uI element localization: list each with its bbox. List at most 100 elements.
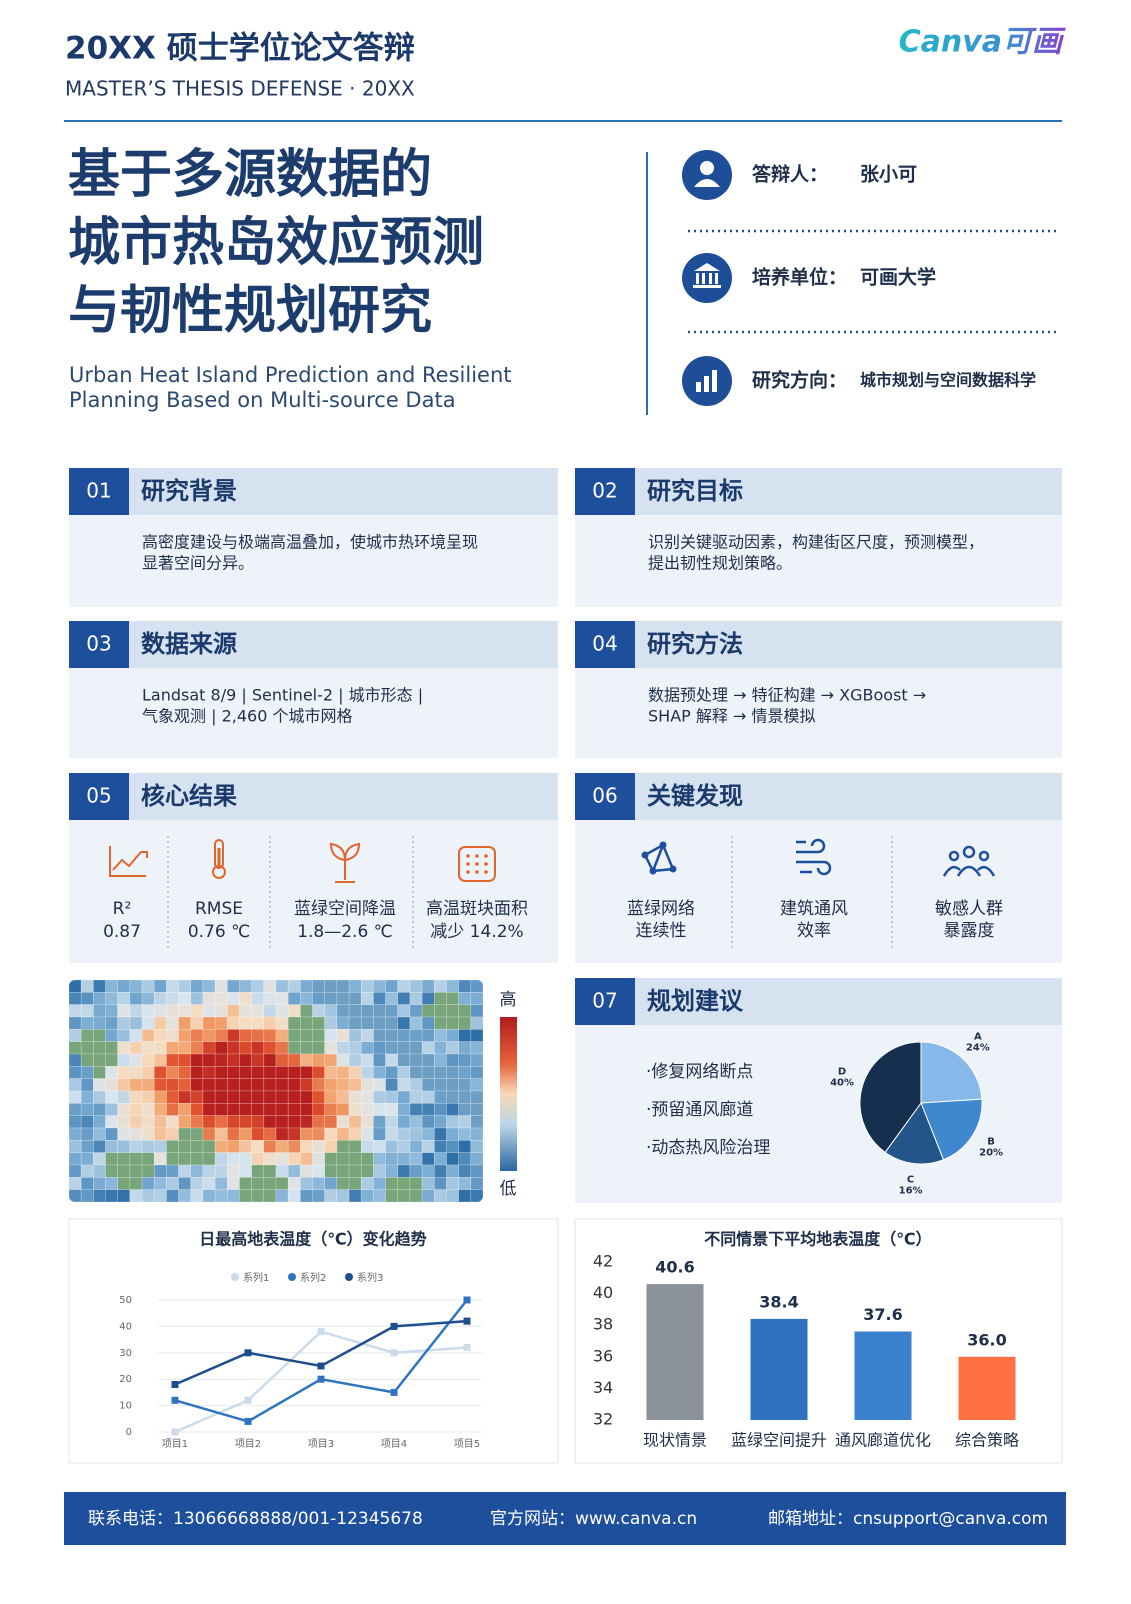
heat-cell bbox=[421, 992, 435, 1005]
result-icon bbox=[212, 839, 226, 879]
heat-cell bbox=[105, 1016, 119, 1030]
heat-cell bbox=[300, 1090, 313, 1104]
heat-cell bbox=[117, 1127, 131, 1141]
pie-category: C bbox=[907, 1174, 914, 1185]
heat-cell bbox=[373, 1090, 386, 1104]
heat-cell bbox=[458, 1164, 472, 1178]
heat-cell bbox=[178, 1090, 192, 1104]
pie-category: A bbox=[974, 1031, 982, 1042]
heat-cell bbox=[397, 1016, 411, 1030]
heat-cell bbox=[300, 1115, 313, 1129]
result-label: 高温斑块面积 bbox=[426, 899, 528, 919]
heat-cell bbox=[458, 1103, 472, 1116]
heat-cell bbox=[69, 1189, 82, 1202]
heat-cell bbox=[409, 1066, 423, 1079]
heat-cell bbox=[458, 1016, 472, 1030]
heat-legend-high: 高 bbox=[500, 990, 517, 1010]
heat-cell bbox=[348, 1041, 362, 1055]
heat-cell bbox=[348, 1029, 362, 1042]
heat-cell bbox=[129, 1016, 143, 1030]
heat-cell bbox=[239, 1090, 252, 1104]
heat-cell bbox=[239, 1078, 252, 1092]
heat-cell bbox=[336, 1140, 350, 1153]
heat-cell bbox=[409, 1090, 423, 1104]
line-marker bbox=[244, 1349, 252, 1357]
heat-cell bbox=[239, 992, 252, 1005]
heat-cell bbox=[178, 1140, 192, 1153]
y-tick-label: 50 bbox=[119, 1295, 132, 1306]
heat-cell bbox=[458, 1041, 472, 1055]
heat-cell bbox=[446, 1053, 459, 1067]
heat-cell bbox=[360, 1103, 374, 1116]
section-number: 07 bbox=[592, 989, 617, 1013]
heat-cell bbox=[446, 1189, 459, 1202]
heat-cell bbox=[458, 1189, 472, 1202]
heat-cell bbox=[385, 1041, 399, 1055]
x-tick-label: 项目4 bbox=[381, 1438, 407, 1450]
heat-cell bbox=[360, 980, 374, 993]
heat-cell bbox=[117, 1053, 131, 1067]
heat-cell bbox=[275, 1103, 289, 1116]
section-header bbox=[575, 468, 1062, 515]
pie-category: D bbox=[838, 1066, 846, 1077]
heat-cell bbox=[385, 980, 399, 993]
section-header bbox=[69, 468, 558, 515]
section-title: 研究方法 bbox=[647, 630, 743, 658]
heat-cell bbox=[214, 1103, 228, 1116]
heat-cell bbox=[93, 1140, 106, 1153]
heat-cell bbox=[226, 1053, 240, 1067]
heat-cell bbox=[263, 1004, 277, 1018]
heat-cell bbox=[348, 1016, 362, 1030]
heat-cell bbox=[312, 1177, 326, 1190]
heat-cell bbox=[470, 1127, 483, 1141]
section-header bbox=[575, 773, 1062, 820]
heat-cell bbox=[470, 1115, 483, 1129]
section-number: 05 bbox=[86, 784, 111, 808]
heat-cell bbox=[69, 1090, 82, 1104]
heat-cell bbox=[129, 1164, 143, 1178]
heat-cell bbox=[93, 1189, 106, 1202]
heat-cell bbox=[348, 1004, 362, 1018]
heat-cell bbox=[129, 1053, 143, 1067]
line-marker bbox=[244, 1417, 252, 1425]
footer-text: 邮箱地址：cnsupport@canva.com bbox=[768, 1509, 1048, 1529]
heat-cell bbox=[251, 1189, 265, 1202]
heat-cell bbox=[214, 1004, 228, 1018]
heat-cell bbox=[263, 992, 277, 1005]
section-number: 06 bbox=[592, 784, 617, 808]
heat-cell bbox=[263, 1164, 277, 1178]
x-tick-label: 项目5 bbox=[454, 1438, 480, 1450]
heat-cell bbox=[129, 1115, 143, 1129]
heat-cell bbox=[214, 1115, 228, 1129]
heat-cell bbox=[421, 1066, 435, 1079]
heat-cell bbox=[190, 1140, 204, 1153]
heat-cell bbox=[263, 980, 277, 993]
heat-cell bbox=[251, 1029, 265, 1042]
heat-cell bbox=[458, 1140, 472, 1153]
heat-cell bbox=[80, 1115, 94, 1129]
heat-cell bbox=[348, 1164, 362, 1178]
heat-cell bbox=[470, 1177, 483, 1190]
heat-cell bbox=[226, 1177, 240, 1190]
heat-cell bbox=[178, 992, 192, 1005]
heat-cell bbox=[446, 1078, 459, 1092]
heat-cell bbox=[251, 1090, 265, 1104]
heat-cell bbox=[80, 1004, 94, 1018]
heat-cell bbox=[275, 1115, 289, 1129]
heat-cell bbox=[397, 1115, 411, 1129]
heat-cell bbox=[446, 1140, 459, 1153]
heat-cell bbox=[105, 1041, 119, 1055]
pie-slice bbox=[884, 1101, 945, 1165]
heat-cell bbox=[360, 1053, 374, 1067]
heat-cell bbox=[433, 1115, 447, 1129]
heat-cell bbox=[446, 1004, 459, 1018]
heat-cell bbox=[202, 1177, 216, 1190]
heat-cell bbox=[226, 1115, 240, 1129]
heat-cell bbox=[336, 1177, 350, 1190]
bar bbox=[750, 1318, 808, 1420]
info-icon bbox=[682, 356, 732, 406]
heat-cell bbox=[287, 1189, 301, 1202]
heat-cell bbox=[202, 1041, 216, 1055]
heat-cell bbox=[93, 1115, 106, 1129]
